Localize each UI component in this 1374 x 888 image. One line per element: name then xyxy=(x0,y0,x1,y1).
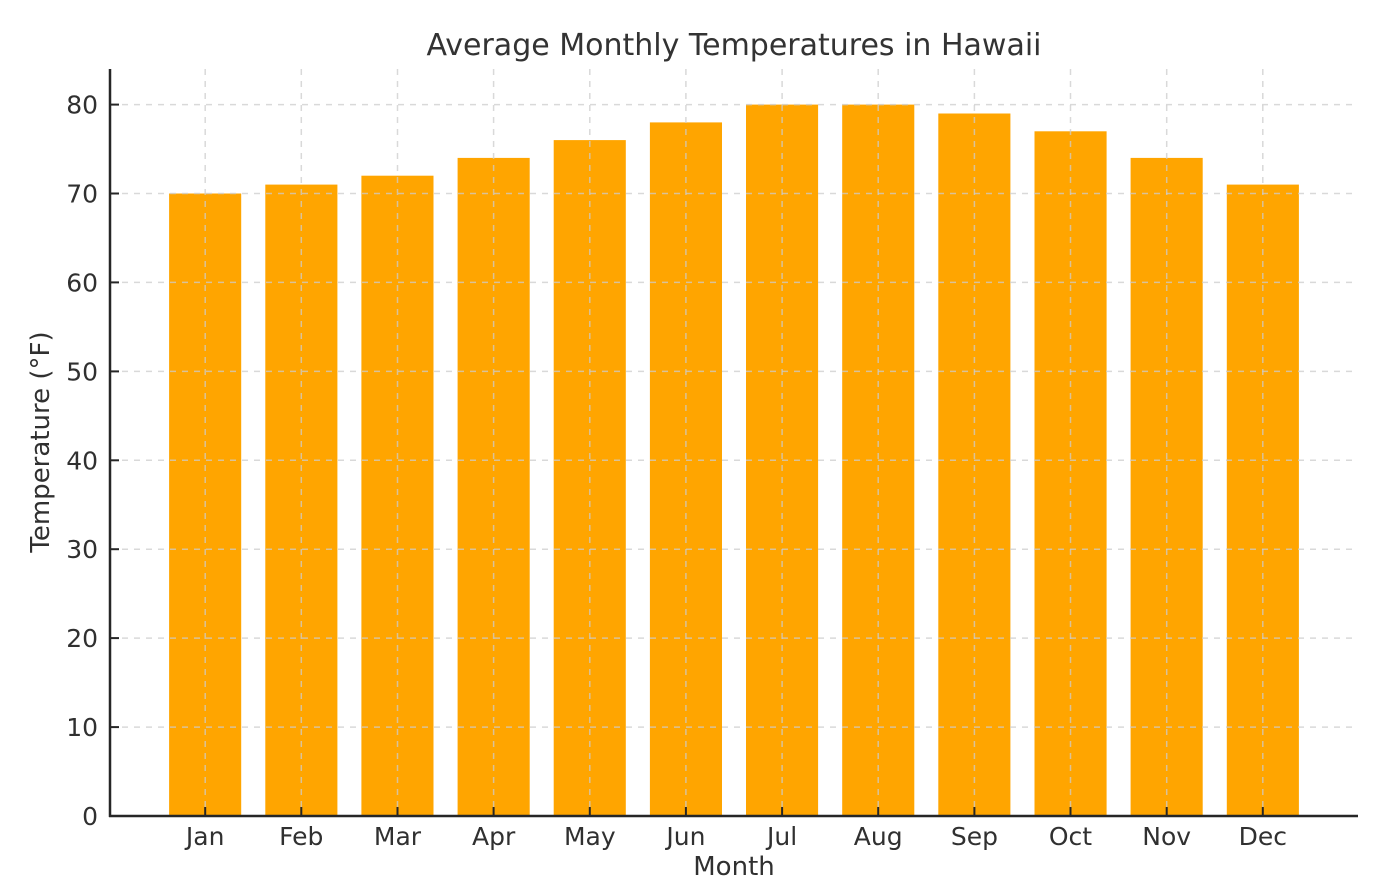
y-tick-label-20: 20 xyxy=(66,624,98,653)
x-tick-label-jul: Jul xyxy=(765,822,797,851)
x-tick-label-oct: Oct xyxy=(1049,822,1092,851)
x-tick-label-jan: Jan xyxy=(184,822,225,851)
x-tick-label-aug: Aug xyxy=(854,822,903,851)
y-tick-label-70: 70 xyxy=(66,180,98,209)
x-tick-label-dec: Dec xyxy=(1239,822,1287,851)
x-tick-label-mar: Mar xyxy=(374,822,422,851)
y-tick-label-60: 60 xyxy=(66,268,98,297)
x-tick-label-apr: Apr xyxy=(472,822,516,851)
x-tick-label-feb: Feb xyxy=(279,822,323,851)
chart-title: Average Monthly Temperatures in Hawaii xyxy=(426,28,1042,63)
x-tick-label-may: May xyxy=(564,822,616,851)
x-tick-label-jun: Jun xyxy=(664,822,705,851)
y-tick-label-0: 0 xyxy=(82,802,98,831)
x-tick-label-sep: Sep xyxy=(951,822,998,851)
bar-oct xyxy=(1034,131,1107,817)
y-tick-label-30: 30 xyxy=(66,535,98,564)
y-tick-label-50: 50 xyxy=(66,357,98,386)
x-axis-label: Month xyxy=(693,852,775,882)
y-tick-label-80: 80 xyxy=(66,91,98,120)
x-tick-label-nov: Nov xyxy=(1142,822,1191,851)
y-tick-label-40: 40 xyxy=(66,446,98,475)
y-tick-label-10: 10 xyxy=(66,713,98,742)
